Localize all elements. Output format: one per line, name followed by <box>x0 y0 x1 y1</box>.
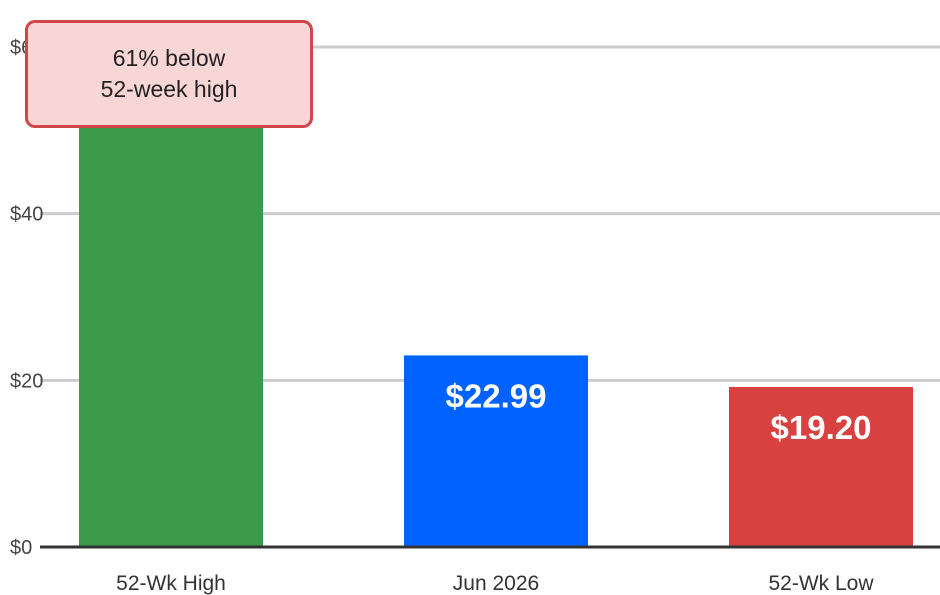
value-labels: $22.99 $19.20 <box>446 377 872 446</box>
annotation-callout: 61% below 52-week high <box>25 20 313 128</box>
bar-52-wk-high <box>79 59 263 547</box>
x-axis-labels: 52-Wk High Jun 2026 52-Wk Low <box>116 572 874 595</box>
bars <box>79 59 913 547</box>
annotation-line-2: 52-week high <box>100 76 238 102</box>
bar-jun-2026 <box>404 355 588 547</box>
bar-value-label: $19.20 <box>771 409 872 446</box>
x-tick-label: 52-Wk Low <box>768 572 874 595</box>
bar-52-wk-low <box>729 387 913 547</box>
y-tick-label: $20 <box>10 370 43 392</box>
x-tick-label: Jun 2026 <box>453 572 539 595</box>
y-tick-label: $0 <box>10 537 32 559</box>
y-tick-label: $40 <box>10 204 43 226</box>
x-tick-label: 52-Wk High <box>116 572 226 595</box>
bar-value-label: $22.99 <box>446 377 547 414</box>
annotation-line-1: 61% below <box>112 45 226 71</box>
